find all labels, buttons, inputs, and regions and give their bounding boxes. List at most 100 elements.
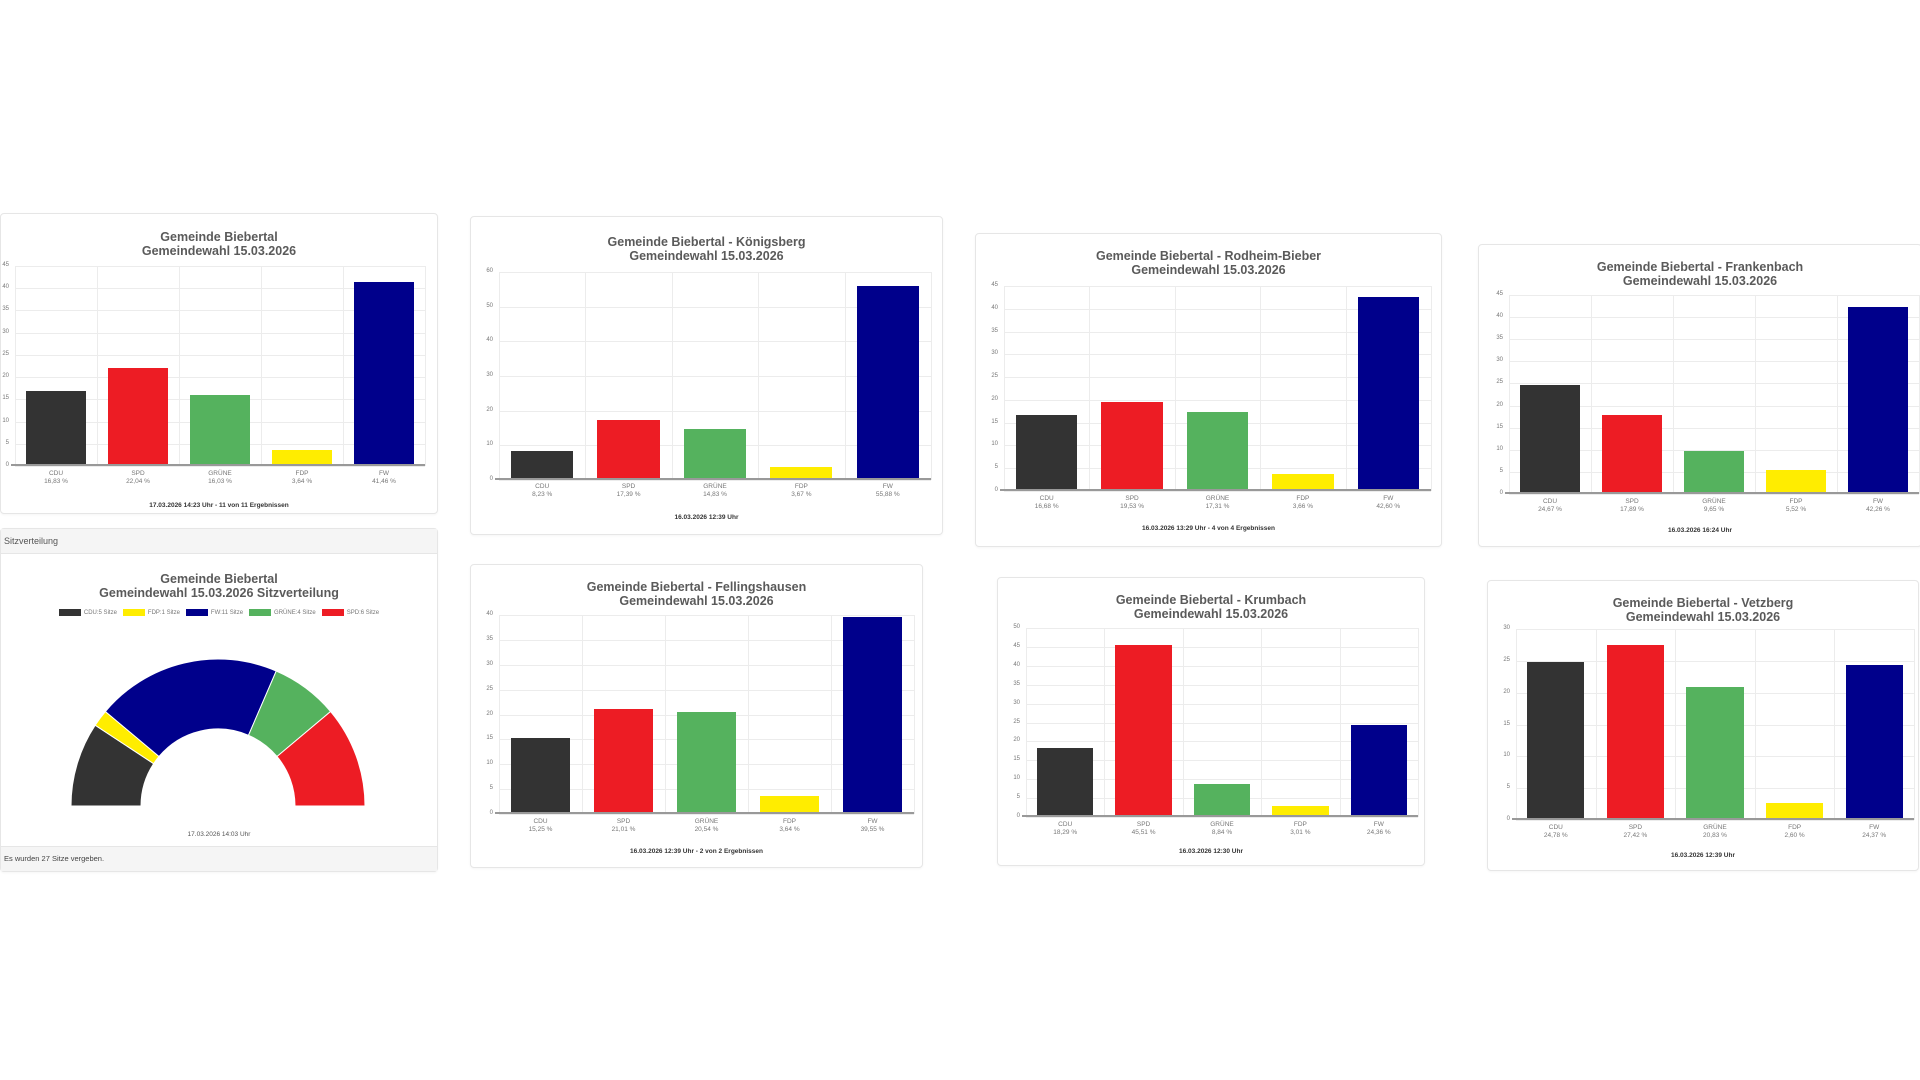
gridline (261, 266, 262, 466)
chart-footer-timestamp: 16.03.2026 12:39 Uhr (674, 514, 739, 521)
bar-cdu[interactable] (1015, 415, 1078, 491)
bar-gruene[interactable] (1186, 412, 1249, 491)
bar-fw[interactable] (1357, 296, 1420, 491)
chart-title: Gemeinde Biebertal Gemeindewahl 15.03.202… (1, 230, 437, 258)
bar-gruene[interactable] (1686, 687, 1744, 820)
bar-gruene[interactable] (190, 394, 250, 466)
gridline (671, 272, 673, 480)
party-percentage: 2,60 % (1784, 832, 1805, 839)
bar-fw[interactable] (842, 617, 903, 814)
y-tick-label: 10 (2, 417, 9, 424)
x-axis-label: FDP 2,60 % (1755, 824, 1835, 840)
legend-item-spd[interactable]: SPD:6 Sitze (321, 609, 379, 616)
bar-cdu[interactable] (510, 738, 571, 814)
y-tick-label: 30 (2, 328, 9, 335)
party-name: GRÜNE (208, 470, 232, 477)
party-name: FDP (1296, 495, 1310, 502)
party-name: FDP (794, 483, 808, 490)
gridline (1026, 684, 1418, 686)
bar-gruene[interactable] (1684, 451, 1744, 494)
gridline (1104, 628, 1106, 817)
chart-title-line1: Gemeinde Biebertal - Königsberg (607, 235, 806, 249)
legend-label: GRÜNE:4 Sitze (274, 610, 316, 617)
y-tick-label: 10 (1503, 752, 1510, 759)
y-tick-label: 25 (991, 373, 998, 380)
party-percentage: 3,64 % (779, 826, 800, 833)
bar-fw[interactable] (1845, 664, 1903, 820)
chart-title-line2: Gemeindewahl 15.03.2026 (1131, 263, 1286, 277)
bar-spd[interactable] (1101, 402, 1163, 491)
bar-spd[interactable] (1606, 645, 1665, 820)
y-tick-label: 20 (1013, 737, 1020, 744)
gridline (1516, 629, 1517, 820)
bar-spd[interactable] (108, 368, 168, 466)
bar-gruene[interactable] (1193, 783, 1251, 817)
bar-fdp[interactable] (1272, 805, 1329, 817)
gridline (844, 272, 846, 480)
party-percentage: 5,52 % (1785, 506, 1807, 513)
gridline (1431, 286, 1432, 491)
legend-item-fw[interactable]: FW:11 Sitze (185, 609, 243, 616)
bar-cdu[interactable] (511, 451, 574, 480)
bar-cdu[interactable] (1520, 384, 1580, 494)
y-tick-label: 30 (486, 372, 493, 378)
bar-spd[interactable] (1115, 644, 1172, 817)
x-axis-label: FDP 3,66 % (1260, 495, 1345, 511)
legend-item-fdp[interactable]: FDP:1 Sitze (122, 609, 180, 616)
gridline (1509, 317, 1919, 319)
seat-segment-fw[interactable] (104, 658, 277, 758)
party-name: CDU (48, 470, 64, 477)
bar-fw[interactable] (354, 281, 414, 466)
bar-fw[interactable] (1350, 724, 1407, 817)
x-axis-line (495, 478, 931, 480)
gridline (499, 306, 931, 308)
gridline (1004, 491, 1431, 492)
party-name: FW (1869, 824, 1880, 831)
gridline (1509, 295, 1919, 296)
party-percentage: 24,78 % (1543, 832, 1568, 839)
x-axis-label: FDP 3,64 % (261, 470, 343, 486)
party-name: GRÜNE (1703, 824, 1727, 831)
bar-cdu[interactable] (26, 391, 86, 466)
gridline (758, 272, 760, 480)
gridline (1174, 286, 1176, 491)
bar-fdp[interactable] (272, 449, 332, 466)
party-name: FDP (1789, 498, 1803, 505)
bar-fdp[interactable] (759, 795, 820, 814)
x-axis-label: CDU 15,25 % (499, 818, 582, 834)
bar-fw[interactable] (1848, 307, 1908, 494)
chart-card-fellingshausen: Gemeinde Biebertal - Fellingshausen Gemei… (470, 564, 923, 868)
legend-item-cdu[interactable]: CDU:5 Sitze (58, 609, 117, 616)
x-axis-label: GRÜNE 9,65 % (1673, 498, 1755, 514)
bar-cdu[interactable] (1036, 747, 1094, 817)
bar-fw[interactable] (856, 286, 919, 480)
bar-fdp[interactable] (1272, 474, 1334, 491)
legend-swatch (122, 609, 145, 616)
bar-cdu[interactable] (1527, 662, 1585, 820)
party-name: GRÜNE (1205, 495, 1230, 502)
bar-spd[interactable] (593, 709, 654, 814)
x-axis-label: SPD 17,89 % (1591, 498, 1673, 514)
panel-header: Sitzverteilung (1, 529, 437, 554)
party-name: FDP (783, 818, 796, 825)
bar-fdp[interactable] (770, 467, 833, 480)
bar-spd[interactable] (1602, 414, 1662, 494)
plot-area: 0 5 10 15 20 25 30 (1503, 625, 1915, 822)
bar-spd[interactable] (597, 419, 660, 480)
chart-title-line1: Gemeinde Biebertal - Vetzberg (1612, 596, 1794, 610)
seat-segment-spd[interactable] (276, 710, 366, 807)
chart-card-krumbach: Gemeinde Biebertal - Krumbach Gemeindewah… (997, 577, 1425, 866)
bar-fdp[interactable] (1765, 803, 1824, 820)
party-name: FW (882, 483, 893, 490)
bar-gruene[interactable] (676, 711, 737, 814)
chart-title: Gemeinde Biebertal - Königsberg Gemeindew… (471, 235, 942, 263)
bar-fdp[interactable] (1766, 469, 1826, 494)
y-tick-label: 15 (2, 395, 9, 402)
y-tick-label: 35 (486, 635, 493, 642)
gridline (1026, 722, 1418, 724)
bar-gruene[interactable] (683, 428, 747, 480)
legend-item-gruene[interactable]: GRÜNE:4 Sitze (249, 609, 316, 616)
chart-title-line2: Gemeindewahl 15.03.2026 (619, 594, 774, 608)
gridline (1004, 308, 1431, 310)
party-percentage: 15,25 % (528, 826, 553, 833)
